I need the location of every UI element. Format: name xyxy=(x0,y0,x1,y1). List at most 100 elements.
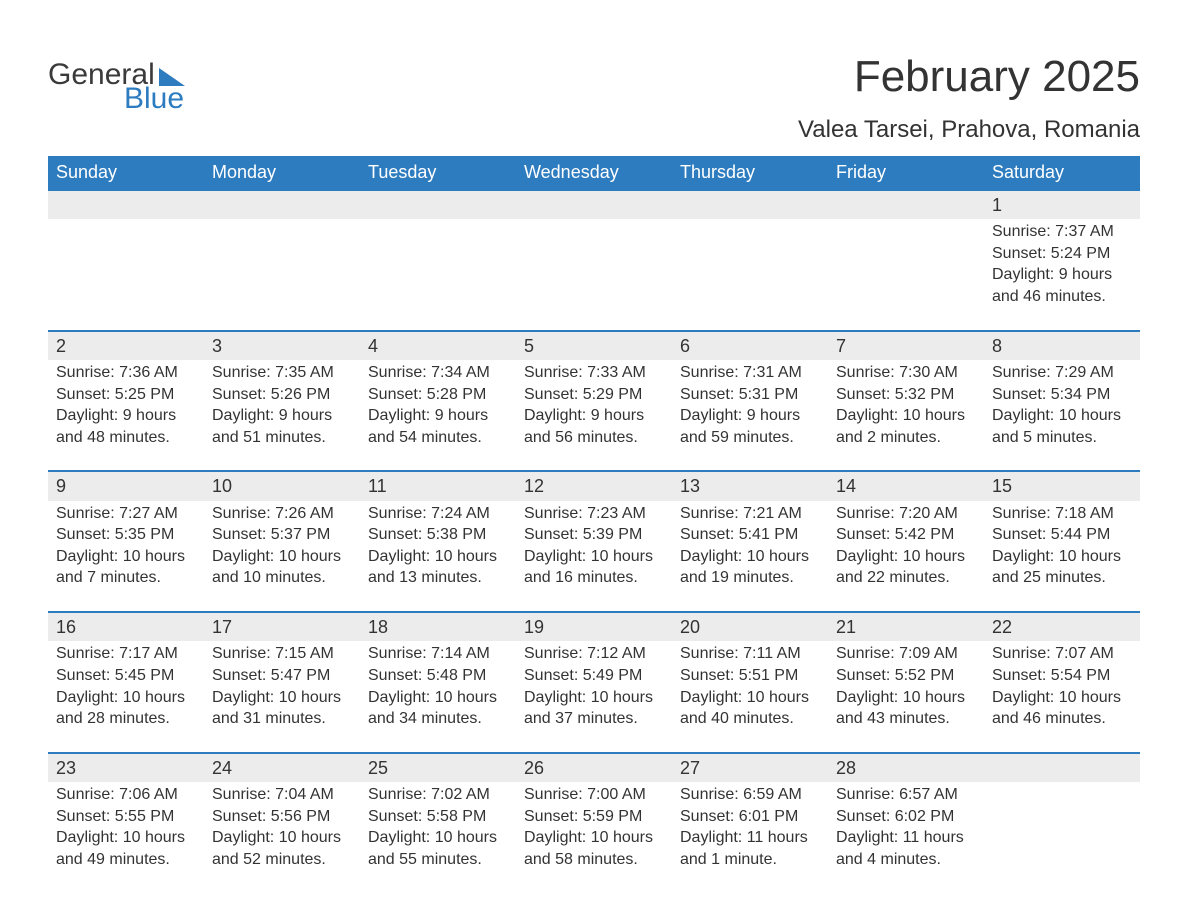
day-info-cell: Sunrise: 7:09 AMSunset: 5:52 PMDaylight:… xyxy=(828,641,984,752)
day-number-cell xyxy=(516,190,672,219)
calendar-table: Sunday Monday Tuesday Wednesday Thursday… xyxy=(48,156,1140,892)
day-info-cell: Sunrise: 7:34 AMSunset: 5:28 PMDaylight:… xyxy=(360,360,516,471)
day-number: 5 xyxy=(524,336,534,356)
weekday-header: Wednesday xyxy=(516,156,672,190)
day-number-cell xyxy=(204,190,360,219)
day-number-cell: 2 xyxy=(48,331,204,360)
day-number: 26 xyxy=(524,758,544,778)
weekday-header: Tuesday xyxy=(360,156,516,190)
day-number-cell xyxy=(672,190,828,219)
day-number-cell: 28 xyxy=(828,753,984,782)
day-info-cell: Sunrise: 7:26 AMSunset: 5:37 PMDaylight:… xyxy=(204,501,360,612)
day-number: 22 xyxy=(992,617,1012,637)
sunset-text: Sunset: 5:38 PM xyxy=(368,524,508,546)
day-info-cell: Sunrise: 7:02 AMSunset: 5:58 PMDaylight:… xyxy=(360,782,516,892)
sunrise-text: Sunrise: 7:04 AM xyxy=(212,784,352,806)
weekday-header: Monday xyxy=(204,156,360,190)
header: General Blue February 2025 Valea Tarsei,… xyxy=(48,30,1140,144)
day-info-cell: Sunrise: 7:30 AMSunset: 5:32 PMDaylight:… xyxy=(828,360,984,471)
sunrise-text: Sunrise: 7:35 AM xyxy=(212,362,352,384)
sunrise-text: Sunrise: 7:27 AM xyxy=(56,503,196,525)
daylight-text: Daylight: 10 hours and 31 minutes. xyxy=(212,687,352,730)
sunrise-text: Sunrise: 7:17 AM xyxy=(56,643,196,665)
week-daynum-row: 16171819202122 xyxy=(48,612,1140,641)
weekday-header: Saturday xyxy=(984,156,1140,190)
day-number-cell: 16 xyxy=(48,612,204,641)
day-info-cell: Sunrise: 7:23 AMSunset: 5:39 PMDaylight:… xyxy=(516,501,672,612)
day-number: 4 xyxy=(368,336,378,356)
day-info-cell xyxy=(828,219,984,330)
day-number-cell: 26 xyxy=(516,753,672,782)
daylight-text: Daylight: 10 hours and 34 minutes. xyxy=(368,687,508,730)
sunset-text: Sunset: 5:29 PM xyxy=(524,384,664,406)
brand-text-2: Blue xyxy=(124,82,185,116)
day-info-cell: Sunrise: 7:07 AMSunset: 5:54 PMDaylight:… xyxy=(984,641,1140,752)
week-info-row: Sunrise: 7:06 AMSunset: 5:55 PMDaylight:… xyxy=(48,782,1140,892)
sunset-text: Sunset: 5:48 PM xyxy=(368,665,508,687)
daylight-text: Daylight: 9 hours and 59 minutes. xyxy=(680,405,820,448)
day-number: 27 xyxy=(680,758,700,778)
day-number-cell: 1 xyxy=(984,190,1140,219)
daylight-text: Daylight: 10 hours and 7 minutes. xyxy=(56,546,196,589)
sunrise-text: Sunrise: 7:21 AM xyxy=(680,503,820,525)
sunrise-text: Sunrise: 7:18 AM xyxy=(992,503,1132,525)
sunrise-text: Sunrise: 7:12 AM xyxy=(524,643,664,665)
day-number: 24 xyxy=(212,758,232,778)
day-number-cell xyxy=(828,190,984,219)
week-info-row: Sunrise: 7:27 AMSunset: 5:35 PMDaylight:… xyxy=(48,501,1140,612)
daylight-text: Daylight: 10 hours and 10 minutes. xyxy=(212,546,352,589)
sunrise-text: Sunrise: 7:26 AM xyxy=(212,503,352,525)
sunset-text: Sunset: 5:32 PM xyxy=(836,384,976,406)
day-number-cell: 18 xyxy=(360,612,516,641)
sunset-text: Sunset: 5:24 PM xyxy=(992,243,1132,265)
sunset-text: Sunset: 5:55 PM xyxy=(56,806,196,828)
day-number: 11 xyxy=(368,476,387,496)
sunrise-text: Sunrise: 7:24 AM xyxy=(368,503,508,525)
day-number: 25 xyxy=(368,758,388,778)
sunset-text: Sunset: 5:49 PM xyxy=(524,665,664,687)
daylight-text: Daylight: 10 hours and 16 minutes. xyxy=(524,546,664,589)
day-number: 10 xyxy=(212,476,232,496)
day-number-cell: 17 xyxy=(204,612,360,641)
day-info-cell: Sunrise: 7:37 AMSunset: 5:24 PMDaylight:… xyxy=(984,219,1140,330)
week-daynum-row: 23 24 25 26 27 28 xyxy=(48,753,1140,782)
day-number: 6 xyxy=(680,336,690,356)
brand-logo: General Blue xyxy=(48,58,185,116)
sunrise-text: Sunrise: 7:36 AM xyxy=(56,362,196,384)
day-number: 28 xyxy=(836,758,856,778)
day-info-cell xyxy=(48,219,204,330)
daylight-text: Daylight: 10 hours and 28 minutes. xyxy=(56,687,196,730)
day-number: 20 xyxy=(680,617,700,637)
daylight-text: Daylight: 11 hours and 4 minutes. xyxy=(836,827,976,870)
day-number: 23 xyxy=(56,758,76,778)
day-number-cell: 22 xyxy=(984,612,1140,641)
daylight-text: Daylight: 9 hours and 54 minutes. xyxy=(368,405,508,448)
sunrise-text: Sunrise: 6:59 AM xyxy=(680,784,820,806)
sunset-text: Sunset: 5:25 PM xyxy=(56,384,196,406)
daylight-text: Daylight: 10 hours and 52 minutes. xyxy=(212,827,352,870)
day-info-cell: Sunrise: 7:12 AMSunset: 5:49 PMDaylight:… xyxy=(516,641,672,752)
day-info-cell: Sunrise: 7:24 AMSunset: 5:38 PMDaylight:… xyxy=(360,501,516,612)
day-number-cell: 25 xyxy=(360,753,516,782)
day-number-cell: 24 xyxy=(204,753,360,782)
sunset-text: Sunset: 5:52 PM xyxy=(836,665,976,687)
sunset-text: Sunset: 5:44 PM xyxy=(992,524,1132,546)
day-number-cell: 15 xyxy=(984,471,1140,500)
day-number: 1 xyxy=(992,195,1002,215)
daylight-text: Daylight: 10 hours and 49 minutes. xyxy=(56,827,196,870)
day-number: 2 xyxy=(56,336,66,356)
daylight-text: Daylight: 10 hours and 5 minutes. xyxy=(992,405,1132,448)
day-number: 7 xyxy=(836,336,846,356)
day-number-cell: 8 xyxy=(984,331,1140,360)
weekday-header: Thursday xyxy=(672,156,828,190)
daylight-text: Daylight: 9 hours and 56 minutes. xyxy=(524,405,664,448)
sunset-text: Sunset: 5:42 PM xyxy=(836,524,976,546)
sunset-text: Sunset: 6:02 PM xyxy=(836,806,976,828)
sunrise-text: Sunrise: 7:14 AM xyxy=(368,643,508,665)
day-info-cell: Sunrise: 7:21 AMSunset: 5:41 PMDaylight:… xyxy=(672,501,828,612)
day-number: 16 xyxy=(56,617,76,637)
week-info-row: Sunrise: 7:36 AMSunset: 5:25 PM Daylight:… xyxy=(48,360,1140,471)
day-info-cell: Sunrise: 7:18 AMSunset: 5:44 PMDaylight:… xyxy=(984,501,1140,612)
sunset-text: Sunset: 5:45 PM xyxy=(56,665,196,687)
day-info-cell: Sunrise: 7:35 AMSunset: 5:26 PMDaylight:… xyxy=(204,360,360,471)
